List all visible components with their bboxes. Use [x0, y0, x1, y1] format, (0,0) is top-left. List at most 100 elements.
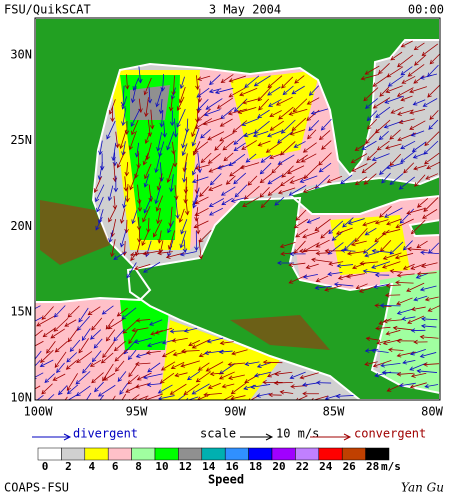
- wind-arrow: [318, 162, 332, 173]
- wind-arrow: [409, 120, 426, 130]
- wind-arrow: [42, 327, 56, 338]
- wind-arrow: [67, 327, 79, 343]
- wind-arrow: [347, 218, 365, 225]
- wind-arrow: [35, 305, 41, 310]
- wind-arrow: [203, 109, 221, 117]
- wind-arrow: [421, 43, 439, 57]
- wind-arrow: [302, 142, 317, 153]
- wind-arrow: [130, 250, 139, 262]
- wind-arrow: [289, 371, 306, 380]
- wind-arrow: [295, 228, 309, 238]
- wind-arrow: [220, 186, 236, 196]
- wind-arrow: [407, 315, 425, 324]
- wind-arrow: [302, 185, 319, 193]
- wind-arrow: [307, 129, 317, 140]
- wind-arrow: [424, 152, 440, 165]
- wind-arrow: [288, 108, 308, 116]
- wind-arrow: [131, 327, 149, 333]
- wind-arrow: [144, 131, 151, 145]
- wind-arrow: [380, 362, 401, 368]
- wind-arrow: [178, 208, 185, 223]
- wind-arrow: [374, 219, 389, 225]
- wind-arrow: [93, 338, 103, 349]
- wind-arrow: [401, 75, 416, 84]
- wind-arrow: [227, 108, 248, 116]
- wind-arrow: [374, 229, 390, 243]
- lat-label: 10N: [10, 390, 32, 404]
- wind-arrow: [98, 140, 103, 156]
- wind-arrow: [208, 184, 223, 191]
- colorbar-label: 12: [179, 460, 192, 473]
- wind-arrow: [384, 95, 404, 104]
- wind-arrow: [101, 305, 114, 315]
- wind-arrow: [410, 130, 425, 137]
- wind-arrow: [135, 318, 151, 323]
- wind-arrow: [180, 360, 200, 368]
- colorbar-swatch: [365, 447, 390, 461]
- wind-arrow: [267, 75, 283, 89]
- wind-arrow: [122, 195, 127, 209]
- wind-arrow: [183, 186, 188, 204]
- wind-arrow: [128, 130, 137, 151]
- wind-arrow: [244, 75, 260, 89]
- wind-arrow: [233, 142, 246, 152]
- wind-arrow: [166, 131, 175, 151]
- wind-arrow: [419, 334, 439, 340]
- wind-arrow: [378, 63, 390, 75]
- wind-arrow: [427, 305, 440, 312]
- wind-arrow: [385, 85, 403, 94]
- colorbar-swatch: [131, 447, 156, 461]
- wind-arrow: [262, 359, 283, 365]
- wind-arrow: [113, 175, 119, 193]
- wind-arrow: [267, 174, 283, 185]
- wind-arrow: [121, 307, 137, 320]
- wind-arrow: [402, 360, 416, 365]
- wind-arrow: [113, 251, 127, 260]
- wind-arrow: [154, 185, 162, 205]
- wind-arrow: [182, 239, 188, 254]
- wind-arrow: [54, 340, 68, 353]
- wind-arrow: [253, 120, 270, 134]
- wind-arrow: [416, 368, 438, 374]
- colorbar-swatch: [61, 447, 86, 461]
- wind-arrow: [294, 75, 305, 84]
- wind-arrow: [267, 86, 281, 96]
- wind-arrow: [149, 319, 163, 326]
- wind-arrow: [392, 325, 413, 331]
- wind-arrow: [108, 230, 114, 244]
- wind-arrow: [315, 275, 329, 283]
- wind-arrow: [219, 363, 236, 375]
- wind-arrow: [411, 306, 426, 312]
- wind-arrow: [129, 172, 137, 191]
- wind-arrow: [207, 153, 221, 164]
- date: 3 May 2004: [209, 3, 281, 17]
- wind-arrow: [352, 262, 367, 270]
- wind-arrow: [35, 385, 41, 390]
- wind-arrow: [159, 162, 164, 182]
- wind-arrow: [412, 99, 426, 106]
- wind-arrow: [396, 87, 414, 97]
- wind-arrow: [354, 142, 369, 151]
- wind-arrow: [134, 337, 152, 344]
- wind-arrow: [143, 195, 153, 214]
- wind-arrow: [291, 117, 307, 132]
- wind-arrow: [310, 108, 329, 115]
- wind-arrow: [124, 74, 130, 90]
- wind-arrow: [123, 176, 129, 192]
- wind-arrow: [384, 292, 401, 298]
- wind-arrow: [259, 162, 272, 175]
- wind-arrow: [119, 208, 126, 224]
- wind-arrow: [108, 99, 116, 115]
- wind-arrow: [113, 340, 126, 352]
- wind-arrow: [242, 98, 260, 105]
- wind-arrow: [116, 307, 128, 317]
- wind-arrow: [306, 97, 320, 105]
- wind-arrow: [214, 140, 224, 151]
- wind-arrow: [154, 153, 161, 174]
- wind-arrow: [152, 219, 163, 238]
- wind-arrow: [389, 129, 401, 140]
- wind-arrow: [169, 329, 188, 334]
- wind-arrow: [121, 393, 127, 400]
- wind-arrow: [419, 352, 437, 358]
- wind-arrow: [182, 162, 187, 183]
